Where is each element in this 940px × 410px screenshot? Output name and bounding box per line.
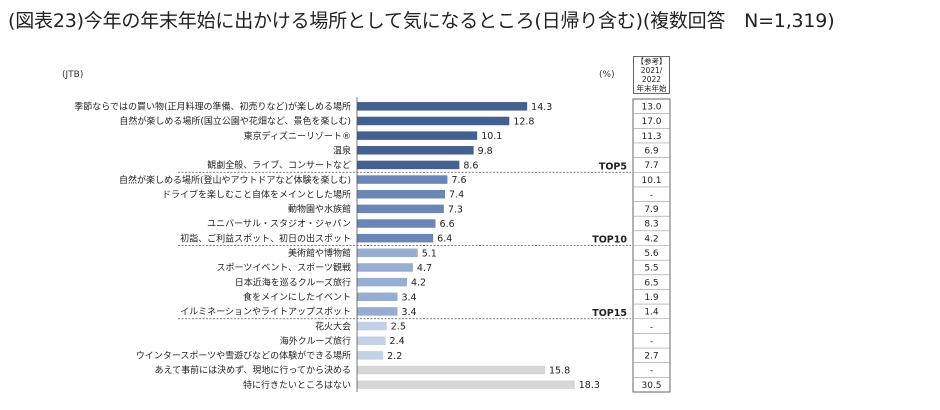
data-label: 7.3 (448, 204, 463, 215)
data-label: 2.4 (390, 336, 405, 347)
reference-header-line2: 2021/ (640, 66, 663, 75)
data-label: 4.7 (417, 263, 432, 274)
bar (357, 160, 460, 170)
category-label: イルミネーションやライトアップスポット (180, 307, 351, 318)
bar (357, 102, 528, 111)
data-label: 2.5 (391, 322, 406, 333)
category-label: 季節ならではの買い物(正月料理の準備、初売りなど)が楽しめる場所 (74, 101, 351, 113)
reference-value: 7.9 (644, 205, 659, 215)
reference-header-line4: 年末年始 (636, 84, 667, 93)
bar (357, 219, 436, 228)
source-label: (JTB) (62, 70, 84, 80)
category-label: ドライブを楽しむこと自体をメインとした場所 (162, 188, 351, 200)
bar (357, 233, 434, 243)
bar (357, 204, 444, 214)
data-label: 3.4 (401, 292, 416, 303)
reference-value: 13.0 (641, 103, 661, 113)
category-label: 食をメインにしたイベント (243, 291, 351, 303)
category-label: 日本近海を巡るクルーズ旅行 (235, 276, 351, 288)
reference-value: 7.7 (644, 161, 658, 171)
category-label: 海外クルーズ旅行 (280, 335, 351, 347)
data-label: 3.4 (401, 307, 416, 318)
bar (357, 189, 446, 199)
data-label: 7.4 (449, 190, 464, 201)
category-label: 自然が楽しめる場所(登山やアウトドアなど体験を楽しむ) (119, 174, 351, 186)
bar (357, 146, 474, 155)
category-label: ユニバーサル・スタジオ・ジャパン (207, 219, 351, 230)
category-label: あえて事前には決めず、現地に行ってから決める (155, 364, 351, 376)
reference-value: 5.5 (644, 264, 658, 274)
reference-value: 11.3 (641, 132, 661, 142)
reference-value: 5.6 (644, 249, 659, 259)
rank-label: TOP15 (592, 308, 627, 319)
reference-value: 8.3 (644, 220, 658, 230)
data-label: 5.1 (422, 248, 437, 259)
data-label: 4.2 (411, 278, 426, 289)
data-label: 7.6 (451, 175, 466, 186)
chart-title: (図表23)今年の年末年始に出かける場所として気になるところ(日帰り含む)(複数… (8, 10, 835, 32)
category-label: 美術館や博物館 (288, 247, 351, 259)
category-label: スポーツイベント、スポーツ観戦 (217, 262, 351, 274)
unit-label: (%) (599, 70, 615, 80)
bar (357, 277, 407, 287)
reference-value: - (650, 366, 653, 376)
bar (357, 380, 575, 389)
category-label: 温泉 (333, 144, 351, 156)
data-label: 6.6 (440, 219, 455, 230)
reference-value: - (650, 337, 653, 347)
data-label: 2.2 (387, 351, 402, 362)
reference-value: 30.5 (641, 381, 661, 391)
reference-value: 6.5 (644, 278, 658, 288)
reference-value: 1.4 (644, 308, 659, 318)
rank-label: TOP5 (599, 161, 627, 172)
reference-header: 【参考】 2021/ 2022 年末年始 (633, 56, 670, 94)
bar (357, 263, 413, 272)
reference-value: 2.7 (644, 352, 658, 362)
category-label: 初詣、ご利益スポット、初日の出スポット (180, 232, 351, 244)
data-label: 10.1 (481, 131, 502, 142)
bar (357, 131, 478, 140)
category-label: 観劇全般、ライブ、コンサートなど (207, 159, 351, 171)
category-label: 動物園や水族館 (288, 203, 351, 215)
reference-value: 1.9 (644, 293, 659, 303)
reference-value: - (650, 322, 653, 332)
category-label: ウインタースポーツや雪遊びなどの体験ができる場所 (136, 350, 351, 362)
reference-value: 10.1 (641, 176, 661, 186)
reference-header-line1: 【参考】 (636, 57, 667, 66)
reference-value: 17.0 (641, 117, 661, 127)
bar (357, 175, 448, 184)
category-label: 自然が楽しめる場所(国立公園や花畑など、景色を楽しむ) (119, 115, 351, 127)
bar (357, 321, 387, 331)
data-label: 9.8 (478, 146, 493, 157)
bar (357, 248, 418, 258)
category-label: 特に行きたいところはない (243, 379, 351, 391)
data-label: 6.4 (437, 234, 452, 245)
bar (357, 292, 398, 302)
bar (357, 116, 510, 126)
data-label: 18.3 (579, 380, 600, 391)
category-label: 花火大会 (315, 320, 351, 332)
reference-value: 4.2 (644, 234, 658, 244)
data-label: 8.6 (463, 160, 478, 171)
bar (357, 307, 398, 316)
bar (357, 336, 386, 345)
reference-value: - (650, 190, 653, 200)
data-label: 15.8 (549, 366, 570, 377)
reference-value: 6.9 (644, 146, 659, 156)
data-label: 14.3 (531, 102, 552, 113)
bar (357, 351, 384, 360)
bar (357, 365, 546, 375)
rank-label: TOP10 (592, 235, 627, 246)
reference-header-line3: 2022 (641, 75, 662, 84)
category-label: 東京ディズニーリゾート® (244, 130, 351, 142)
data-label: 12.8 (513, 116, 534, 127)
